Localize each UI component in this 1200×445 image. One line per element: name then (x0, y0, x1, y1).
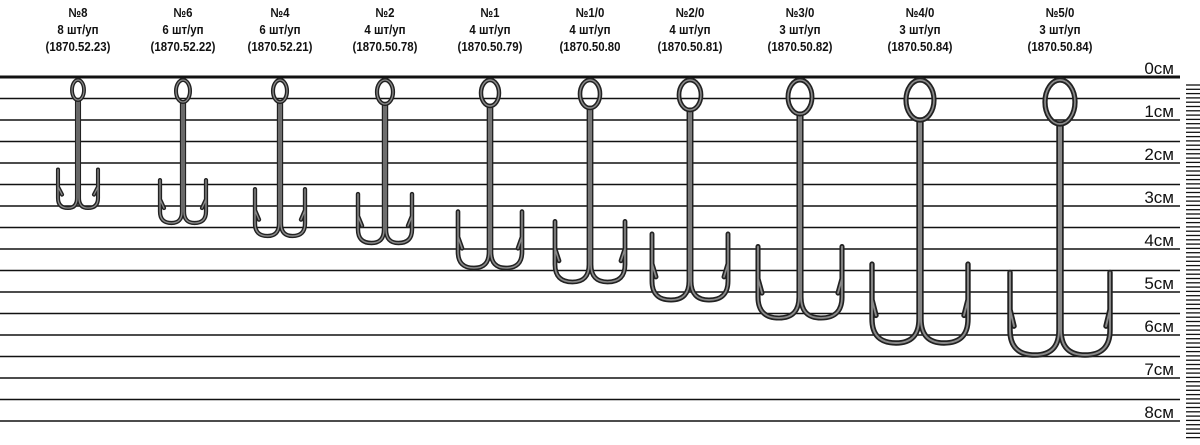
hook-outline (755, 111, 845, 321)
hook-shine (57, 99, 99, 209)
hook-shine (871, 119, 969, 344)
hook-pack: 6 шт/уп (259, 22, 301, 37)
hook-shine (159, 101, 207, 224)
hook-label: №5/0 3 шт/уп (1870.50.84) (1007, 4, 1113, 55)
hook-label: №4/0 3 шт/уп (1870.50.84) (867, 4, 973, 55)
cm-label: 0см (1144, 59, 1174, 78)
hook-outline (552, 105, 628, 285)
hook-eye-shine (579, 79, 601, 109)
hook-outline (55, 97, 101, 211)
hook-pack: 3 шт/уп (1039, 22, 1081, 37)
hook-label: №1 4 шт/уп (1870.50.79) (437, 4, 543, 55)
hook-code: (1870.50.80 (559, 39, 621, 54)
hook-size: №3/0 (785, 5, 815, 20)
cm-label: 1см (1144, 102, 1174, 121)
hook-size: №4 (270, 5, 290, 20)
cm-label: 8см (1144, 403, 1174, 422)
hook-outline (355, 101, 415, 246)
hook-shine (357, 103, 413, 244)
hook-code: (1870.52.23) (45, 39, 111, 54)
cm-label: 7см (1144, 360, 1174, 379)
hook-shine (1009, 123, 1111, 356)
hook-code: (1870.50.78) (352, 39, 418, 54)
hook-label: №1/0 4 шт/уп (1870.50.80 (537, 4, 643, 55)
hook-eye-shine (175, 79, 191, 103)
hook-eye-shine (905, 79, 935, 121)
hook-shine (554, 107, 626, 283)
cm-label: 2см (1144, 145, 1174, 164)
hook-pack: 4 шт/уп (364, 22, 406, 37)
hook-size: №4/0 (905, 5, 935, 20)
hook-size: №6 (173, 5, 193, 20)
hook-size: №2 (375, 5, 395, 20)
hook-label: №6 6 шт/уп (1870.52.22) (130, 4, 236, 55)
hook-eye-shine (678, 79, 702, 111)
hook-size: №1 (480, 5, 500, 20)
hook-shine (757, 113, 843, 319)
hook-shine (457, 105, 523, 269)
hook-outline (1007, 121, 1113, 358)
hook-size: №2/0 (675, 5, 705, 20)
hook-pack: 6 шт/уп (162, 22, 204, 37)
hook-size: №5/0 (1045, 5, 1075, 20)
hook-shine (651, 109, 729, 301)
hook-eye-shine (376, 79, 394, 105)
hook-eye-shine (71, 79, 85, 101)
hook-outline (455, 103, 525, 271)
hook-code: (1870.50.84) (1027, 39, 1093, 54)
hook-label: №8 8 шт/уп (1870.52.23) (25, 4, 131, 55)
hook-shine (254, 101, 306, 237)
hook-pack: 4 шт/уп (569, 22, 611, 37)
hook-code: (1870.50.84) (887, 39, 953, 54)
hook-pack: 4 шт/уп (469, 22, 511, 37)
hook-label: №2/0 4 шт/уп (1870.50.81) (637, 4, 743, 55)
hook-label: №3/0 3 шт/уп (1870.50.82) (747, 4, 853, 55)
hook-eye-shine (480, 79, 500, 107)
hook-eye-shine (272, 79, 288, 103)
hook-label: №2 4 шт/уп (1870.50.78) (332, 4, 438, 55)
hook-size: №8 (68, 5, 88, 20)
cm-label: 3см (1144, 188, 1174, 207)
hook-code: (1870.50.81) (657, 39, 723, 54)
hook-pack: 8 шт/уп (57, 22, 99, 37)
hook-eye-shine (1044, 79, 1076, 125)
hook-pack: 3 шт/уп (899, 22, 941, 37)
hook-outline (649, 107, 731, 303)
cm-label: 4см (1144, 231, 1174, 250)
hook-code: (1870.52.21) (247, 39, 313, 54)
hook-outline (252, 99, 308, 239)
hook-code: (1870.50.79) (457, 39, 523, 54)
hook-pack: 3 шт/уп (779, 22, 821, 37)
cm-label: 5см (1144, 274, 1174, 293)
hook-pack: 4 шт/уп (669, 22, 711, 37)
hook-size: №1/0 (575, 5, 605, 20)
hook-code: (1870.52.22) (150, 39, 216, 54)
cm-label: 6см (1144, 317, 1174, 336)
hook-label: №4 6 шт/уп (1870.52.21) (227, 4, 333, 55)
hook-eye-shine (787, 79, 813, 115)
hook-outline (869, 117, 971, 346)
hook-code: (1870.50.82) (767, 39, 833, 54)
